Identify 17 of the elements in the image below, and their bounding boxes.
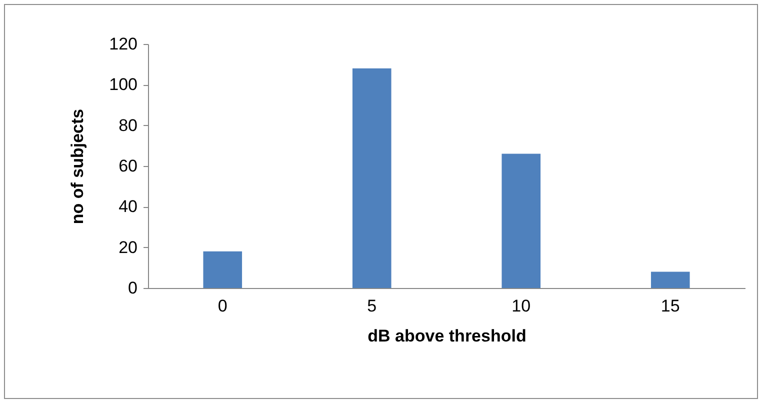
bar bbox=[502, 154, 541, 288]
y-tick-label: 80 bbox=[118, 116, 138, 135]
x-tick-label: 5 bbox=[367, 296, 377, 316]
x-tick-label: 0 bbox=[218, 296, 228, 316]
y-tick-label: 120 bbox=[109, 34, 138, 54]
x-tick-label: 15 bbox=[660, 296, 680, 316]
bar bbox=[203, 251, 242, 288]
y-tick-label: 20 bbox=[118, 238, 138, 257]
y-tick-label: 100 bbox=[109, 75, 138, 94]
x-axis-title: dB above threshold bbox=[368, 326, 526, 346]
y-tick-label: 0 bbox=[128, 278, 138, 298]
y-axis-title: no of subjects bbox=[68, 108, 88, 224]
bar bbox=[650, 272, 690, 288]
y-tick-label: 40 bbox=[118, 197, 138, 216]
bar bbox=[352, 68, 392, 288]
y-tick-label: 60 bbox=[118, 156, 138, 176]
x-tick-label: 10 bbox=[512, 296, 531, 316]
